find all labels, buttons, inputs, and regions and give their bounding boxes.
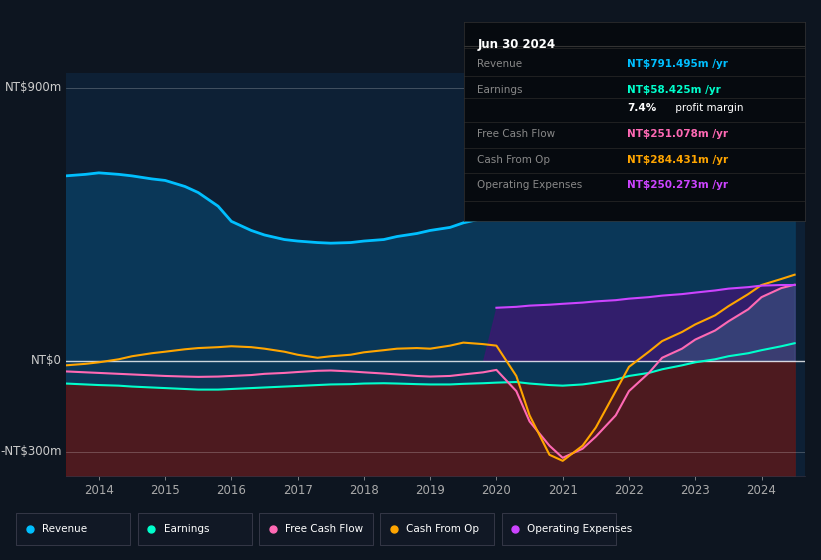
- Text: Revenue: Revenue: [43, 524, 87, 534]
- Text: Free Cash Flow: Free Cash Flow: [285, 524, 363, 534]
- Text: NT$250.273m /yr: NT$250.273m /yr: [627, 180, 728, 190]
- Text: 7.4%: 7.4%: [627, 103, 657, 113]
- FancyBboxPatch shape: [16, 512, 131, 545]
- Text: Revenue: Revenue: [478, 59, 523, 69]
- Text: Operating Expenses: Operating Expenses: [478, 180, 583, 190]
- Text: Operating Expenses: Operating Expenses: [528, 524, 633, 534]
- Text: NT$58.425m /yr: NT$58.425m /yr: [627, 85, 721, 95]
- Text: Cash From Op: Cash From Op: [478, 155, 551, 165]
- Text: Jun 30 2024: Jun 30 2024: [478, 38, 556, 52]
- Text: NT$791.495m /yr: NT$791.495m /yr: [627, 59, 728, 69]
- FancyBboxPatch shape: [138, 512, 252, 545]
- Text: profit margin: profit margin: [672, 103, 743, 113]
- Text: NT$0: NT$0: [31, 354, 62, 367]
- Text: NT$251.078m /yr: NT$251.078m /yr: [627, 129, 728, 139]
- Text: Cash From Op: Cash From Op: [406, 524, 479, 534]
- Text: NT$284.431m /yr: NT$284.431m /yr: [627, 155, 728, 165]
- Text: NT$900m: NT$900m: [5, 81, 62, 95]
- Text: Earnings: Earnings: [478, 85, 523, 95]
- FancyBboxPatch shape: [259, 512, 373, 545]
- Text: Free Cash Flow: Free Cash Flow: [478, 129, 556, 139]
- Text: Earnings: Earnings: [163, 524, 209, 534]
- Text: -NT$300m: -NT$300m: [1, 445, 62, 458]
- FancyBboxPatch shape: [380, 512, 494, 545]
- FancyBboxPatch shape: [502, 512, 616, 545]
